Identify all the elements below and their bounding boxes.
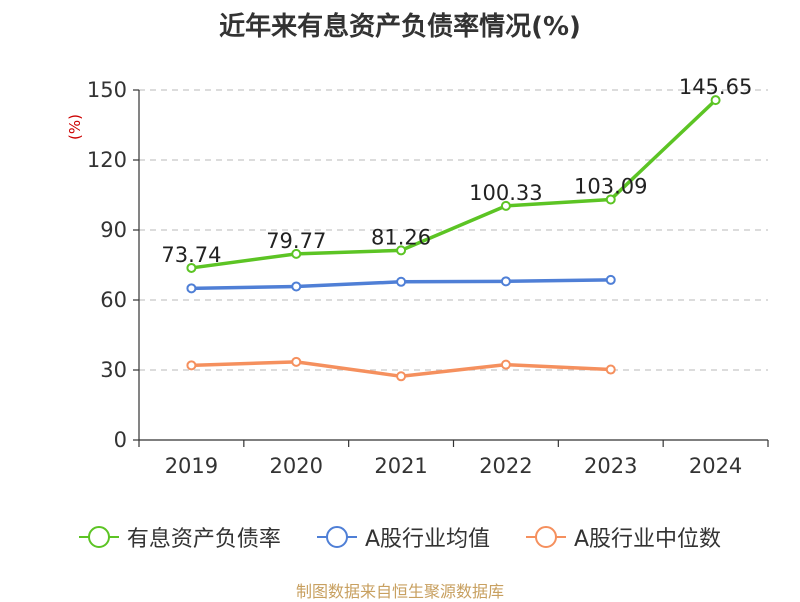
- legend-item-series-1[interactable]: A股行业均值: [316, 521, 490, 553]
- data-point: [396, 245, 407, 256]
- series-line-0: [191, 98, 717, 270]
- data-point: [396, 276, 407, 287]
- data-label: 103.09: [574, 174, 647, 198]
- data-label: 81.26: [371, 225, 431, 249]
- legend-item-series-0[interactable]: 有息资产负债率: [78, 521, 281, 553]
- data-label: 145.65: [679, 75, 752, 99]
- data-label: 73.74: [161, 243, 221, 267]
- data-point: [605, 194, 616, 205]
- legend-marker-icon: [78, 525, 119, 549]
- legend: 有息资产负债率 A股行业均值 A股行业中位数: [0, 520, 800, 554]
- y-tick-label: 60: [100, 288, 127, 312]
- data-point: [186, 283, 197, 294]
- data-point: [291, 281, 302, 292]
- data-point: [500, 200, 511, 211]
- data-point: [605, 274, 616, 285]
- x-tick-label: 2022: [479, 454, 532, 478]
- data-label: 100.33: [469, 181, 542, 205]
- legend-marker-icon: [526, 525, 566, 549]
- data-point: [500, 276, 511, 287]
- data-point: [396, 371, 407, 382]
- data-point: [291, 248, 302, 259]
- legend-label: A股行业中位数: [574, 527, 722, 552]
- data-point: [291, 356, 302, 367]
- x-tick-label: 2019: [165, 454, 218, 478]
- y-axis-label: (%): [66, 114, 84, 140]
- legend-marker-icon: [316, 525, 357, 549]
- legend-label: 有息资产负债率: [126, 527, 281, 552]
- data-point: [500, 359, 511, 370]
- y-tick-label: 0: [114, 428, 127, 452]
- x-tick-label: 2020: [270, 454, 323, 478]
- x-tick-label: 2023: [584, 454, 637, 478]
- x-tick-label: 2021: [374, 454, 427, 478]
- y-tick-label: 30: [100, 358, 127, 382]
- source-note: 制图数据来自恒生聚源数据库: [295, 582, 504, 601]
- chart-title: 近年来有息资产负债率情况(%): [219, 12, 581, 42]
- data-point: [710, 95, 721, 106]
- data-label: 79.77: [266, 229, 326, 253]
- data-point: [186, 262, 197, 273]
- y-tick-label: 120: [87, 148, 127, 172]
- legend-item-series-2[interactable]: A股行业中位数: [526, 521, 721, 553]
- data-point: [186, 360, 197, 371]
- y-tick-label: 90: [100, 218, 127, 242]
- y-tick-label: 150: [87, 78, 127, 102]
- x-tick-label: 2024: [689, 454, 742, 478]
- legend-label: A股行业均值: [364, 527, 490, 552]
- data-point: [605, 364, 616, 375]
